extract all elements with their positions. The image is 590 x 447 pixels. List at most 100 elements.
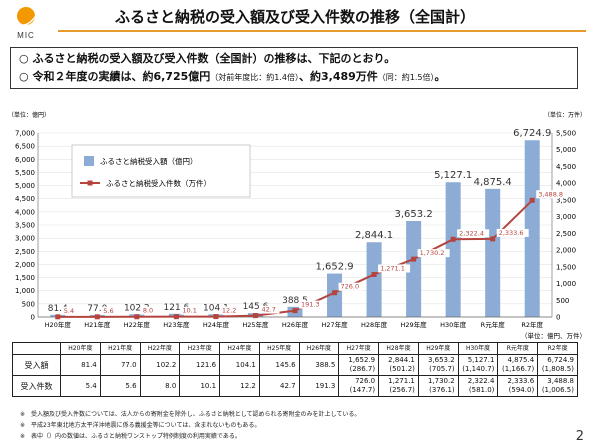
table-header-cell: H28年度 xyxy=(378,342,419,355)
footnote: ※ 表中（）内の数値は、ふるさと納税ワンストップ特例制度の利用実績である。 xyxy=(20,433,241,440)
line-label-bg xyxy=(338,282,363,291)
table-cell: 102.2 xyxy=(139,354,181,376)
mic-logo: MIC xyxy=(16,7,38,40)
table-cell: 5,127.1 (1,140.7) xyxy=(457,354,499,376)
line-value-label: 5.6 xyxy=(103,307,113,315)
y-tick-right: 5,500 xyxy=(556,130,576,138)
bar xyxy=(406,220,422,317)
y-tick-left: 4,000 xyxy=(15,208,35,216)
y-tick-left: 6,000 xyxy=(15,156,35,164)
bullet-1: ○ ふるさと納税の受入額及び受入件数（全国計）の推移は、下記のとおり。 xyxy=(19,52,396,65)
line-point xyxy=(252,313,258,319)
table-cell: 10.1 xyxy=(179,375,221,397)
line-point xyxy=(173,314,179,320)
table-cell-sub: (376.1) xyxy=(429,386,455,394)
table-header-cell: R2年度 xyxy=(537,342,578,355)
y-tick-left: 5,000 xyxy=(15,182,35,190)
table-row-label: 受入額 xyxy=(12,354,61,376)
bar xyxy=(327,273,343,317)
table-cell-sub: (1,140.7) xyxy=(462,365,495,373)
table-cell-sub: (1,808.5) xyxy=(541,365,574,373)
logo-swoosh-icon xyxy=(16,11,38,27)
bar-value-label: 81.4 xyxy=(48,304,68,314)
table-cell: 2,333.6 (594.0) xyxy=(497,375,539,397)
table-cell-sub: (705.7) xyxy=(429,365,455,373)
table-cell-sub: (1,006.5) xyxy=(541,386,574,394)
table-header-cell: H21年度 xyxy=(99,342,141,355)
line-label-bg xyxy=(496,228,529,237)
table-row: 受入件数 5.4 5.6 8.0 10.1 12.2 42.7 191.3 726.0 (147.… xyxy=(12,375,578,397)
table-header-cell: H20年度 xyxy=(60,342,101,355)
bar-value-label: 3,653.2 xyxy=(395,209,433,220)
line-value-label: 1,271.1 xyxy=(380,264,405,272)
table-header-row: H20年度 H21年度 H22年度 H23年度 H24年度 H25年度 H26年度 H27年度… xyxy=(12,342,578,355)
y-tick-left: 7,000 xyxy=(15,130,35,138)
table-header-cell: H25年度 xyxy=(258,342,300,355)
line-value-label: 2,322.4 xyxy=(459,229,484,237)
line-point xyxy=(55,314,61,320)
line-label-bg xyxy=(140,306,157,315)
legend-bar-swatch xyxy=(84,156,94,166)
legend-line-label: ふるさと納税受入件数（万件） xyxy=(106,178,211,188)
table-cell: 121.6 xyxy=(179,354,221,376)
line-value-label: 3,488.8 xyxy=(538,190,563,198)
y-tick-right: 1,000 xyxy=(556,280,576,288)
bar xyxy=(366,242,382,317)
table-cell: 8.0 xyxy=(139,375,181,397)
table-cell-sub: (256.7) xyxy=(389,386,415,394)
bar-value-label: 121.6 xyxy=(164,303,190,313)
bar-value-label: 145.6 xyxy=(243,302,269,312)
line-point xyxy=(371,271,377,277)
footnotes: ※ 受入額及び受入件数については、法人からの寄附金を除外し、ふるさと納税として認… xyxy=(20,409,360,442)
y-tick-left: 6,500 xyxy=(15,143,35,151)
data-table: H20年度 H21年度 H22年度 H23年度 H24年度 H25年度 H26年度 H27年度… xyxy=(12,342,578,397)
legend-bar-label: ふるさと納税受入額（億円） xyxy=(100,156,198,166)
bar xyxy=(445,182,461,317)
table-header-cell: H22年度 xyxy=(139,342,181,355)
line-label-bg xyxy=(219,306,240,315)
table-header-cell xyxy=(12,342,61,355)
line-label-bg xyxy=(299,300,323,309)
page-title: ふるさと納税の受入額及び受入件数の推移（全国計） xyxy=(114,8,475,26)
bar-value-label: 1,652.9 xyxy=(315,262,353,273)
y-tick-left: 2,000 xyxy=(15,261,35,269)
y-tick-left: 1,500 xyxy=(15,274,35,282)
line-label-bg xyxy=(378,264,411,273)
line-label-bg xyxy=(180,306,201,315)
line-point xyxy=(529,197,535,203)
table-cell: 1,652.9 (286.7) xyxy=(338,354,380,376)
legend-box xyxy=(71,144,251,198)
table-header-cell: H29年度 xyxy=(417,342,459,355)
x-tick-label: R元年度 xyxy=(481,320,506,329)
table-header-cell: H26年度 xyxy=(298,342,340,355)
table-cell-sub: (1,166.7) xyxy=(502,365,535,373)
logo-text: MIC xyxy=(17,31,35,40)
bar-value-label: 6,724.9 xyxy=(513,128,551,139)
line-value-label: 2,333.6 xyxy=(499,229,524,237)
line-value-label: 42.7 xyxy=(261,306,275,314)
table-unit-label: （単位：億円、万件） xyxy=(521,331,586,340)
x-tick-label: H20年度 xyxy=(45,320,72,329)
bullet-2: ○ 令和２年度の実績は、約6,725億円（対前年度比：約1.4倍）、約3,489… xyxy=(19,70,446,83)
footnote: ※ 受入額及び受入件数については、法人からの寄附金を除外し、ふるさと納税として認… xyxy=(20,411,361,418)
y-tick-left: 5,500 xyxy=(15,169,35,177)
logo-sun-icon xyxy=(17,7,35,25)
table-header-cell: H30年度 xyxy=(457,342,499,355)
y-tick-left: 3,000 xyxy=(15,235,35,243)
line-point xyxy=(292,308,298,314)
line-value-label: 726.0 xyxy=(341,283,360,291)
line-point xyxy=(94,314,100,320)
table-cell-sub: (581.0) xyxy=(468,386,495,394)
y-tick-right: 4,500 xyxy=(556,163,576,171)
x-tick-label: H22年度 xyxy=(124,320,151,329)
y-tick-left: 0 xyxy=(31,314,35,322)
table-cell: 1,730.2 (376.1) xyxy=(417,375,459,397)
table-cell: 2,322.4 (581.0) xyxy=(457,375,499,397)
table-row: 受入額 81.4 77.0 102.2 121.6 104.1 145.6 388.5 1,65… xyxy=(12,354,578,376)
table-cell-sub: (147.7) xyxy=(349,386,376,394)
y-tick-left: 500 xyxy=(22,300,35,308)
table-cell-sub: (594.0) xyxy=(508,386,535,394)
line-label-bg xyxy=(61,306,78,315)
table-cell: 42.7 xyxy=(258,375,300,397)
bar xyxy=(485,188,501,317)
